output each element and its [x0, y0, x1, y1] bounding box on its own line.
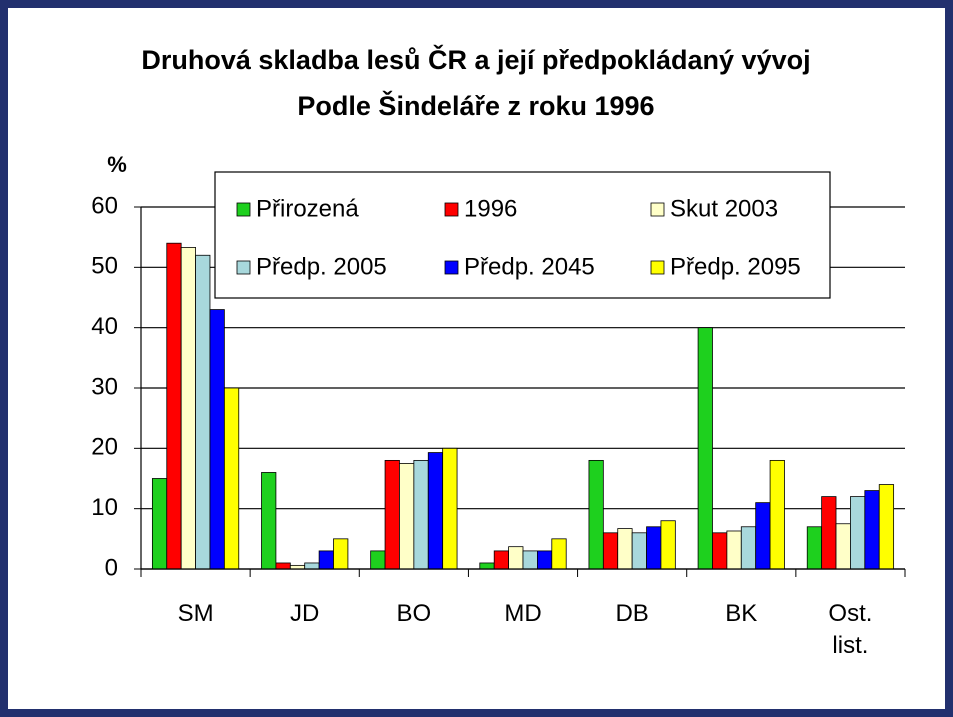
x-tick-label: JD	[290, 600, 320, 627]
bar	[399, 463, 415, 570]
bar	[864, 490, 880, 570]
bar	[551, 538, 567, 570]
bar	[878, 484, 895, 570]
bar	[660, 520, 676, 570]
legend-label: 1996	[464, 195, 517, 222]
bar	[835, 523, 851, 570]
legend-swatch	[444, 260, 459, 275]
bar	[850, 496, 866, 570]
bar	[631, 532, 647, 570]
bar	[537, 550, 553, 570]
bar	[617, 528, 633, 570]
y-tick-label: 30	[91, 373, 118, 400]
y-axis-label: %	[107, 152, 127, 177]
x-tick-label: MD	[504, 600, 542, 627]
x-tick-label: DB	[615, 600, 649, 627]
chart-title: Druhová skladba lesů ČR a její předpoklá…	[141, 44, 810, 75]
legend-swatch	[236, 260, 251, 275]
bar	[712, 532, 728, 570]
bar	[806, 526, 823, 570]
bar	[261, 472, 277, 570]
bar	[588, 459, 604, 570]
bar	[522, 550, 538, 570]
bar	[304, 562, 320, 570]
bar	[493, 550, 510, 570]
legend-label: Přirozená	[256, 195, 359, 222]
bar	[318, 550, 334, 570]
y-tick-label: 20	[91, 434, 118, 461]
bar	[275, 562, 291, 570]
legend-label: Skut 2003	[670, 195, 778, 222]
y-tick-label: 0	[105, 554, 118, 581]
legend-swatch	[236, 202, 251, 217]
y-tick-label: 10	[91, 494, 118, 521]
x-tick-label: BK	[725, 600, 758, 627]
bar	[508, 546, 524, 570]
bar	[442, 447, 458, 570]
bar	[151, 478, 168, 570]
legend-swatch	[650, 260, 665, 275]
bar	[413, 459, 429, 570]
y-tick-label: 40	[91, 313, 118, 340]
x-tick-label: Ost. list.	[828, 600, 873, 659]
legend-label: Předp. 2005	[256, 253, 387, 280]
bar	[646, 526, 662, 570]
chart-subtitle: Podle Šindeláře z roku 1996	[297, 90, 654, 121]
bar	[333, 538, 349, 570]
legend-label: Předp. 2045	[464, 253, 595, 280]
bar	[223, 387, 240, 570]
legend-swatch	[650, 202, 665, 217]
bar	[697, 327, 713, 570]
bar	[740, 526, 757, 570]
x-tick-label: BO	[396, 600, 432, 627]
y-tick-label: 60	[91, 192, 118, 219]
bar	[209, 309, 225, 570]
legend-swatch	[444, 202, 459, 217]
bar	[384, 459, 400, 570]
bar	[166, 242, 182, 570]
bar	[602, 532, 619, 570]
bar	[769, 459, 785, 570]
bar	[427, 452, 444, 570]
bar	[370, 550, 386, 570]
bar	[180, 247, 196, 570]
bar	[195, 254, 211, 570]
y-tick-label: 50	[91, 253, 118, 280]
legend-box	[214, 171, 831, 299]
bar	[479, 562, 495, 570]
bar	[755, 502, 771, 570]
bar	[821, 496, 837, 570]
legend-label: Předp. 2095	[670, 253, 801, 280]
x-tick-label: SM	[177, 600, 214, 627]
bar	[726, 530, 742, 570]
